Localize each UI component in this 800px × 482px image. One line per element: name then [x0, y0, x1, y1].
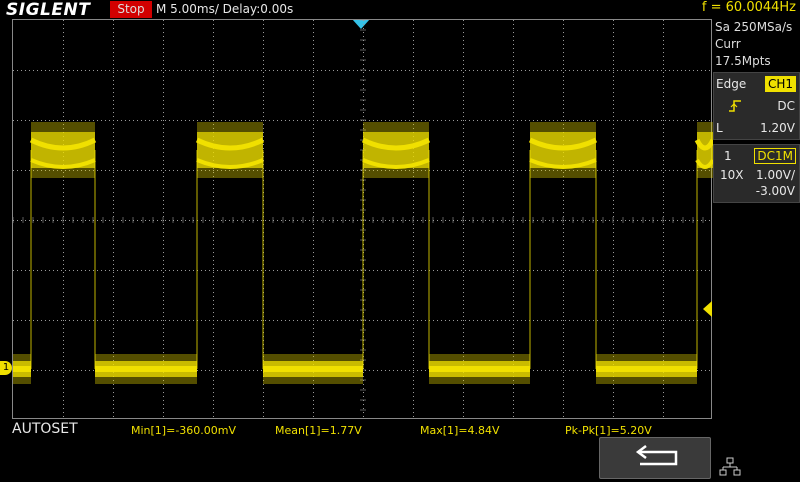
trigger-coupling: DC: [777, 99, 795, 113]
vertical-scale: 1.00V/: [756, 168, 795, 182]
run-stop-indicator[interactable]: Stop: [110, 1, 152, 18]
measurement-max: Max[1]=4.84V: [420, 424, 500, 437]
back-button[interactable]: [599, 437, 711, 479]
measurement-bar: AUTOSET Min[1]=-360.00mV Mean[1]=1.77V M…: [0, 419, 800, 480]
status-bar: SIGLENT Stop M 5.00ms/ Delay:0.00s f = 6…: [0, 0, 800, 20]
measurement-pkpk: Pk-Pk[1]=5.20V: [565, 424, 652, 437]
channel-coupling: DC1M: [754, 148, 796, 164]
trigger-panel[interactable]: Edge CH1 DC L 1.20V: [713, 72, 800, 140]
waveform-display[interactable]: [12, 19, 713, 419]
memory-depth: Curr 17.5Mpts: [715, 37, 771, 68]
ch1-trace: [13, 122, 713, 384]
brand-logo: SIGLENT: [6, 0, 91, 20]
network-icon[interactable]: [719, 457, 741, 477]
side-panel: Sa 250MSa/s Curr 17.5Mpts Edge CH1 DC L …: [713, 19, 800, 203]
trigger-level-label: L: [716, 121, 723, 135]
trigger-position-marker[interactable]: [352, 19, 370, 29]
vertical-offset: -3.00V: [755, 184, 795, 198]
probe-attenuation: 10X: [720, 168, 744, 182]
channel-number: 1: [724, 149, 732, 163]
ch1-offset-marker[interactable]: 1: [0, 361, 12, 375]
trigger-level: 1.20V: [760, 121, 795, 135]
trigger-level-marker[interactable]: [703, 301, 712, 317]
rising-edge-icon: [728, 99, 742, 116]
channel1-panel[interactable]: 1 DC1M 10X 1.00V/ -3.00V: [713, 144, 800, 203]
trigger-type: Edge: [716, 77, 747, 91]
sample-rate: Sa 250MSa/s: [715, 20, 793, 34]
autoset-label: AUTOSET: [12, 421, 78, 437]
return-arrow-icon: [635, 445, 678, 466]
measurement-mean: Mean[1]=1.77V: [275, 424, 362, 437]
waveform-graticule: [13, 20, 713, 417]
measurement-min: Min[1]=-360.00mV: [131, 424, 237, 437]
trigger-source: CH1: [764, 76, 796, 92]
frequency-counter: f = 60.0044Hz: [701, 0, 796, 15]
timebase-readout[interactable]: M 5.00ms/ Delay:0.00s: [156, 2, 294, 16]
